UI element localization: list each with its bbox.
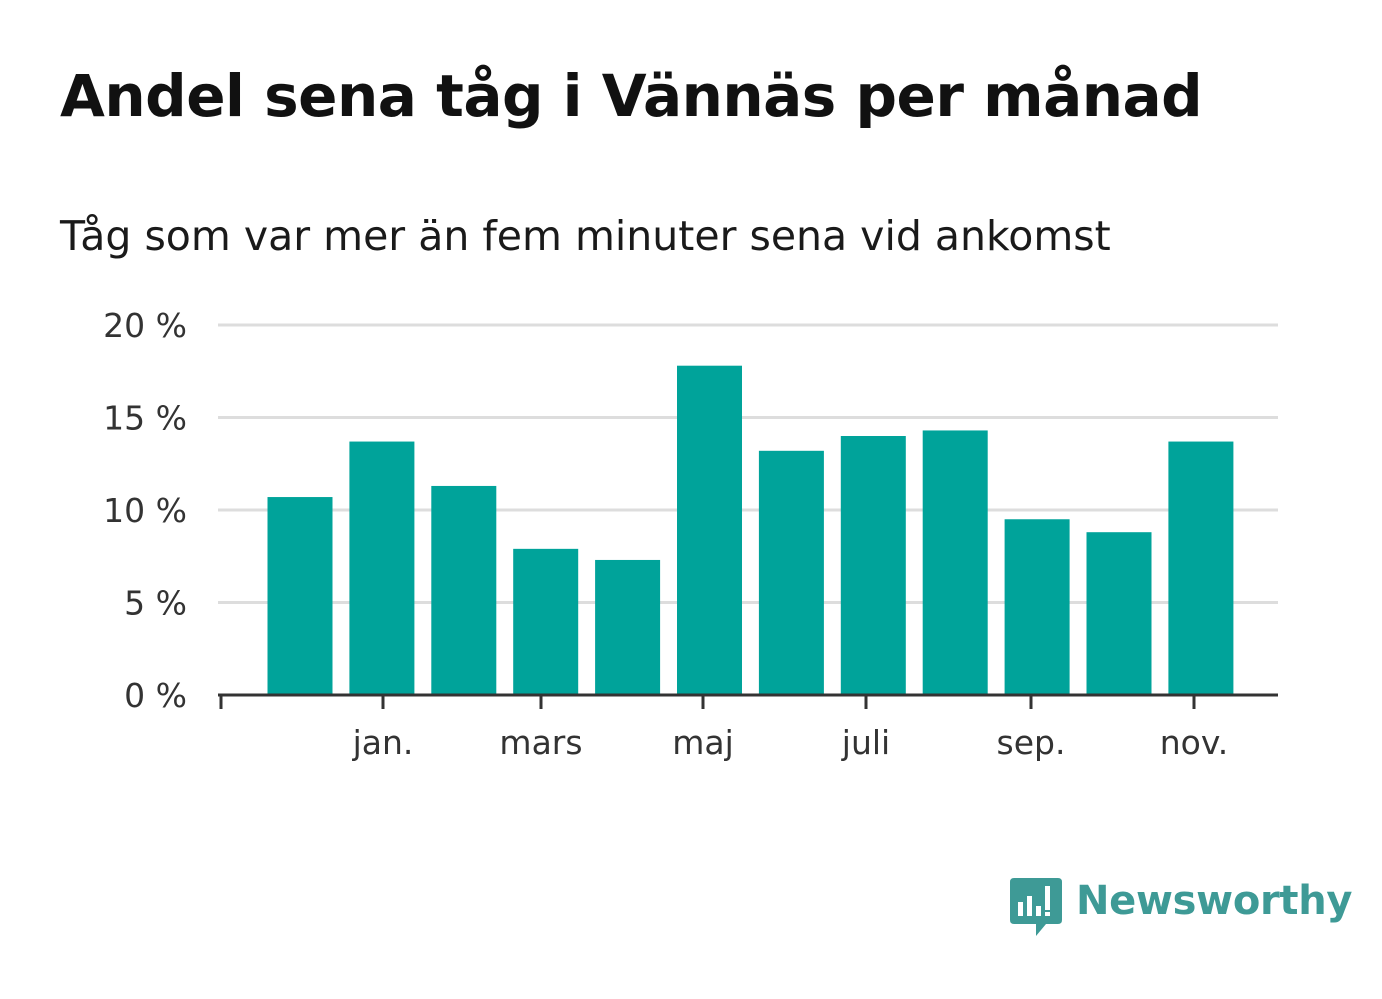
y-tick-label: 10 % — [103, 491, 187, 530]
bar-nov — [1168, 441, 1234, 695]
x-tick-label: sep. — [997, 723, 1066, 762]
bar-dec — [267, 497, 333, 695]
x-tick-label: juli — [841, 723, 890, 762]
newsworthy-logo-icon — [1010, 878, 1062, 936]
y-tick-label: 5 % — [124, 584, 187, 623]
bar-jan — [349, 441, 415, 695]
x-tick-labels: jan. mars maj juli sep. nov. — [352, 723, 1229, 762]
chart-subtitle: Tåg som var mer än fem minuter sena vid … — [60, 212, 1111, 260]
y-tick-label: 20 % — [103, 306, 187, 345]
brand-name: Newsworthy — [1076, 878, 1353, 924]
y-tick-label: 0 % — [124, 676, 187, 715]
bar-okt — [1086, 532, 1152, 695]
x-tick-label: nov. — [1160, 723, 1229, 762]
y-tick-label: 15 % — [103, 399, 187, 438]
bar-maj — [677, 365, 742, 695]
bar-juli — [840, 436, 906, 695]
bar-apr — [595, 559, 661, 695]
x-tick-label: jan. — [352, 723, 414, 762]
x-tick-label: mars — [499, 723, 582, 762]
x-axis — [218, 693, 1278, 709]
brand-logo: Newsworthy — [1010, 878, 1353, 942]
bar-feb — [431, 485, 497, 695]
y-tick-labels: 0 % 5 % 10 % 15 % 20 % — [103, 306, 187, 715]
bar-aug — [922, 430, 988, 695]
chart-title: Andel sena tåg i Vännäs per månad — [60, 62, 1203, 130]
x-tick-label: maj — [672, 723, 734, 762]
bars — [267, 365, 1234, 695]
bar-sep — [1004, 519, 1070, 695]
bar-mars — [513, 548, 579, 695]
bar-juni — [758, 450, 824, 695]
